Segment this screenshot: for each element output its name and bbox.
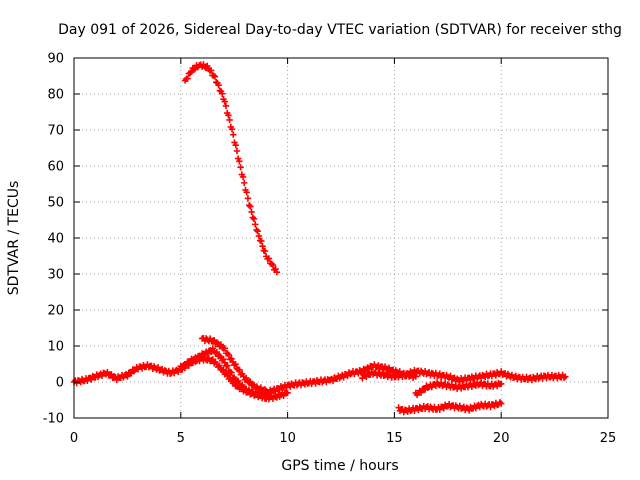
data-point bbox=[228, 125, 236, 133]
data-point bbox=[213, 348, 221, 356]
data-point bbox=[245, 202, 253, 209]
data-point bbox=[209, 344, 217, 352]
data-point bbox=[236, 366, 243, 374]
data-point bbox=[226, 116, 233, 124]
data-point bbox=[244, 195, 252, 202]
data-point bbox=[248, 208, 255, 216]
data-point bbox=[250, 215, 258, 223]
y-axis-label: SDTVAR / TECUs bbox=[6, 181, 22, 296]
data-point bbox=[498, 400, 505, 407]
series-1: satellite track A bbox=[70, 354, 334, 399]
series-3: satellite track C bbox=[198, 334, 270, 395]
data-point bbox=[124, 373, 131, 380]
data-point bbox=[233, 147, 241, 155]
data-point bbox=[225, 112, 232, 119]
series-4: satellite track D bbox=[181, 61, 281, 276]
data-point bbox=[254, 227, 261, 235]
series-7: satellite track G bbox=[412, 379, 505, 399]
data-point bbox=[255, 232, 263, 240]
data-point bbox=[228, 369, 235, 376]
data-point bbox=[235, 377, 242, 385]
data-point bbox=[243, 189, 250, 196]
data-point bbox=[211, 73, 219, 80]
x-tick-label: 5 bbox=[177, 431, 185, 446]
y-tick-label: 50 bbox=[47, 196, 64, 211]
data-point bbox=[284, 389, 291, 396]
series-5: satellite track E bbox=[327, 361, 569, 385]
data-point bbox=[253, 226, 260, 234]
data-point bbox=[265, 255, 273, 262]
data-point bbox=[232, 360, 239, 368]
data-point bbox=[184, 75, 191, 82]
grid bbox=[74, 58, 608, 418]
data-point bbox=[221, 345, 229, 352]
data-point bbox=[243, 374, 250, 382]
chart-title: Day 091 of 2026, Sidereal Day-to-day VTE… bbox=[58, 22, 622, 38]
y-tick-label: 40 bbox=[47, 232, 64, 247]
data-point bbox=[247, 378, 254, 385]
data-point bbox=[215, 81, 222, 89]
data-point bbox=[207, 67, 215, 74]
data-point bbox=[220, 356, 227, 363]
data-point bbox=[239, 381, 246, 389]
data-point bbox=[241, 179, 248, 187]
x-tick-label: 15 bbox=[386, 431, 403, 446]
data-point bbox=[220, 366, 227, 373]
data-point bbox=[216, 362, 223, 369]
data-point bbox=[225, 351, 233, 359]
data-point bbox=[219, 90, 226, 97]
series-8: satellite track H bbox=[395, 399, 505, 416]
x-tick-label: 20 bbox=[493, 431, 510, 446]
data-point bbox=[186, 69, 194, 77]
data-point bbox=[417, 389, 425, 396]
x-tick-label: 25 bbox=[600, 431, 617, 446]
x-tick-label: 10 bbox=[279, 431, 296, 446]
data-point bbox=[273, 269, 281, 276]
data-point bbox=[228, 355, 235, 362]
y-tick-label: 60 bbox=[47, 160, 64, 175]
data-point bbox=[562, 373, 569, 380]
y-tick-label: 80 bbox=[47, 88, 64, 103]
data-point bbox=[268, 260, 275, 268]
data-point bbox=[412, 373, 419, 380]
data-point bbox=[261, 247, 269, 255]
data-point bbox=[498, 380, 505, 387]
y-tick-label: 90 bbox=[47, 52, 64, 67]
data-point bbox=[190, 66, 198, 73]
x-tick-label: 0 bbox=[70, 431, 78, 446]
y-tick-label: 10 bbox=[47, 340, 64, 355]
series-2: satellite track B bbox=[177, 344, 291, 403]
data-point bbox=[258, 237, 265, 245]
data-point bbox=[221, 98, 228, 105]
x-axis-ticks: 0 5 10 15 20 25 bbox=[70, 58, 616, 446]
data-point bbox=[230, 131, 237, 138]
data-points: satellite track Asatellite track Bsatell… bbox=[70, 61, 569, 416]
y-tick-label: 0 bbox=[56, 376, 64, 391]
data-point bbox=[259, 243, 266, 250]
y-axis-ticks: -10 0 10 20 30 40 50 60 70 80 90 bbox=[43, 52, 608, 427]
y-tick-label: 70 bbox=[47, 124, 64, 139]
data-point bbox=[236, 158, 243, 165]
y-tick-label: -10 bbox=[43, 412, 64, 427]
data-point bbox=[237, 164, 244, 171]
data-point bbox=[224, 362, 231, 369]
data-point bbox=[269, 261, 277, 269]
data-point bbox=[239, 173, 247, 181]
y-tick-label: 20 bbox=[47, 304, 64, 319]
y-tick-label: 30 bbox=[47, 268, 64, 283]
data-point bbox=[249, 214, 257, 221]
x-axis-label: GPS time / hours bbox=[281, 458, 398, 474]
data-point bbox=[263, 387, 270, 395]
series-6: satellite track F bbox=[359, 368, 419, 382]
data-point bbox=[210, 72, 217, 79]
data-point bbox=[204, 62, 211, 70]
data-point bbox=[222, 102, 230, 110]
data-point bbox=[247, 203, 254, 210]
data-point bbox=[252, 221, 259, 228]
data-point bbox=[232, 142, 239, 149]
